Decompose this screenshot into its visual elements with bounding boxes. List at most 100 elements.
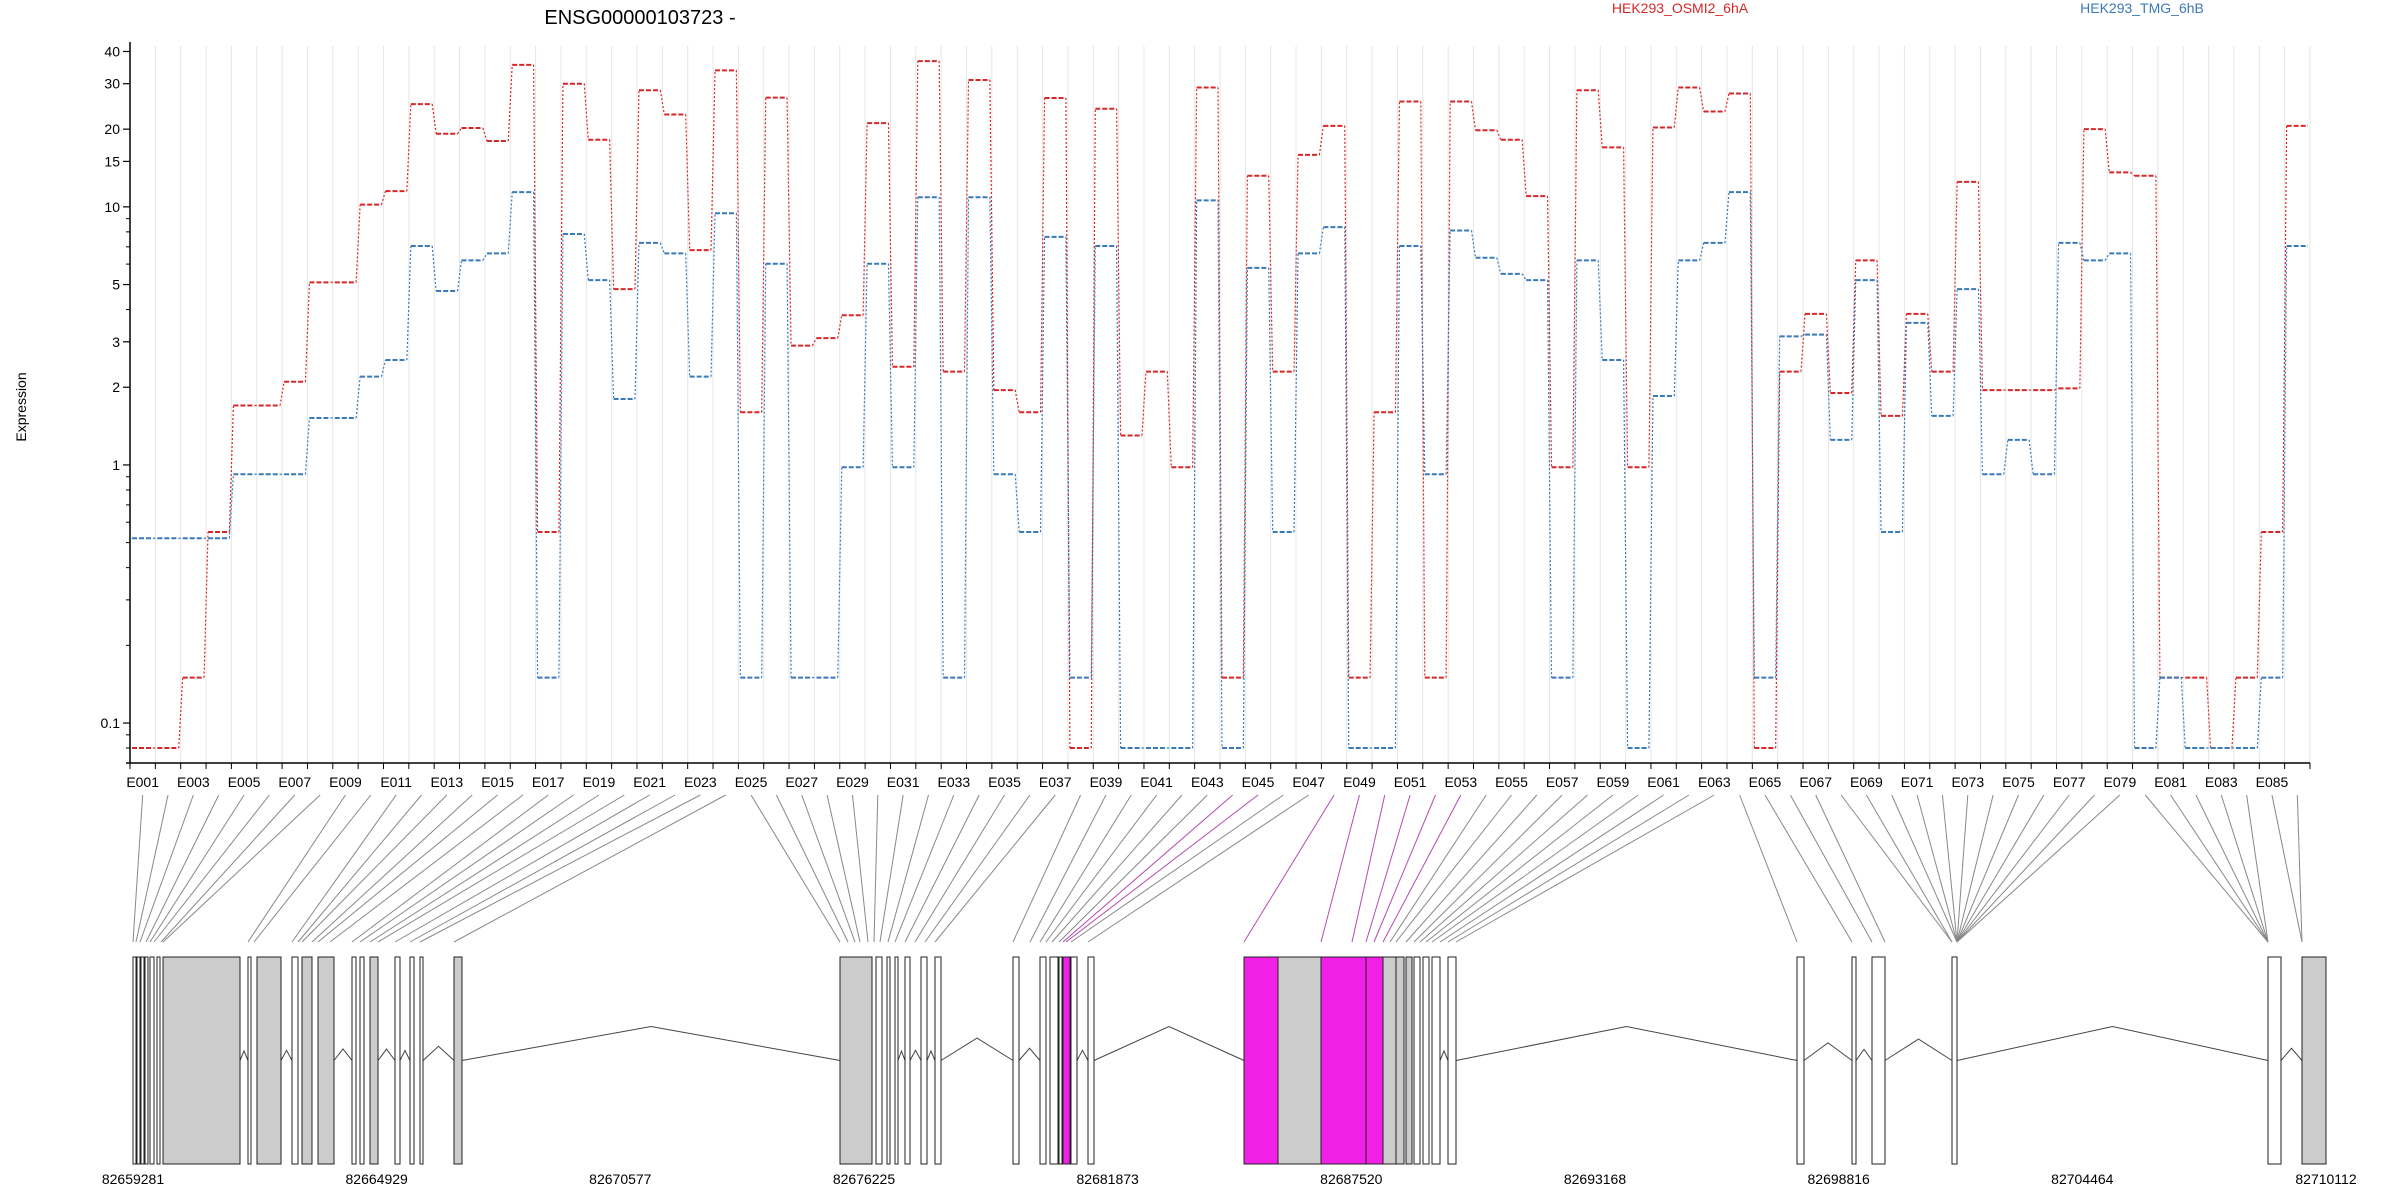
series-connector	[1318, 125, 1324, 155]
legend-series-tmg: HEK293_TMG_6hB	[2080, 0, 2204, 16]
intron-line	[1018, 1047, 1041, 1061]
x-tick-label: E037	[1039, 774, 1072, 790]
x-tick-label: E011	[380, 774, 412, 790]
series-connector	[887, 123, 894, 367]
series-connector	[786, 97, 792, 346]
series-connector	[2104, 253, 2110, 261]
exon-connector	[1419, 794, 1588, 943]
series-connector	[1825, 334, 1831, 440]
exon-block	[2301, 956, 2327, 1165]
exon-block	[1431, 956, 1441, 1165]
series-connector	[1699, 87, 1705, 112]
exon-connector	[1413, 794, 1563, 943]
exon-connector	[2144, 794, 2269, 943]
exon-connector	[1058, 794, 1208, 943]
exon-connector	[132, 794, 144, 943]
x-tick-label: E017	[532, 774, 565, 790]
exon-connector	[1425, 794, 1614, 943]
series-connector	[1268, 175, 1274, 372]
series-connector	[2003, 439, 2009, 475]
series-connector	[1293, 253, 1299, 532]
series-connector	[1876, 260, 1882, 416]
series-connector	[862, 263, 868, 468]
series-connector	[761, 263, 767, 678]
genomic-coordinate-label: 82659281	[102, 1171, 165, 1187]
series-connector	[913, 197, 919, 468]
exon-connector	[879, 794, 904, 943]
exon-block	[894, 956, 899, 1165]
exon-connector	[351, 794, 549, 943]
exon-connector	[359, 794, 574, 943]
exon-connector	[1956, 794, 1994, 943]
exon-connector	[2220, 794, 2269, 943]
exon-connector	[1070, 794, 1284, 943]
series-connector	[2079, 129, 2085, 389]
exon-block	[1087, 956, 1095, 1165]
series-connector	[279, 381, 285, 406]
chart-title: ENSG00000103723 -	[544, 7, 735, 29]
series-connector	[1090, 108, 1096, 749]
series-connector	[1268, 267, 1274, 532]
series-connector	[1927, 313, 1933, 372]
exon-connector	[1739, 794, 1798, 943]
exon-block	[1058, 956, 1063, 1165]
series-connector	[2256, 531, 2262, 678]
exon-connector	[1956, 794, 2070, 943]
x-tick-label: E069	[1850, 774, 1883, 790]
exon-connector	[904, 794, 980, 943]
series-connector	[1977, 181, 1984, 391]
exon-block	[301, 956, 313, 1165]
series-connector	[1597, 260, 1603, 361]
exon-connector	[750, 794, 841, 943]
series-connector	[1065, 236, 1071, 678]
x-tick-label: E071	[1901, 774, 1934, 790]
y-tick-label: 10	[104, 199, 120, 215]
series-connector	[406, 104, 412, 192]
series-connector	[1470, 230, 1477, 258]
x-tick-label: E015	[481, 774, 514, 790]
exon-connector	[135, 794, 169, 943]
series-connector	[482, 253, 488, 261]
series-connector	[1851, 280, 1857, 440]
exon-connector	[1941, 794, 1958, 943]
series-connector	[2129, 253, 2136, 749]
exon-connector	[1405, 794, 1538, 943]
exon-block	[1796, 956, 1805, 1165]
exon-connector	[377, 794, 625, 943]
series-connector	[837, 467, 843, 678]
exon-connectors	[132, 794, 2303, 943]
series-connector	[1014, 474, 1020, 532]
exon-connector	[1365, 794, 1411, 943]
series-connector	[1775, 336, 1781, 678]
exon-connector	[1956, 794, 2095, 943]
series-connector	[1521, 273, 1527, 281]
exon-connector	[1382, 794, 1462, 943]
series-connector	[304, 282, 311, 382]
exon-block	[1851, 956, 1857, 1165]
exon-connector	[1012, 794, 1082, 943]
series-connector	[1800, 313, 1806, 372]
series-connector	[532, 192, 539, 678]
exon-connector	[2170, 794, 2269, 943]
series-connector	[659, 90, 665, 115]
exon-connector	[311, 794, 473, 943]
x-tick-label: E051	[1394, 774, 1427, 790]
exon-connector	[887, 794, 929, 943]
x-tick-label: E083	[2205, 774, 2238, 790]
exon-connector	[775, 794, 849, 943]
x-tick-label: E001	[126, 774, 159, 790]
series-connector	[913, 61, 919, 367]
series-connector	[1572, 260, 1578, 678]
series-lines	[132, 60, 2308, 750]
y-tick-label: 20	[104, 121, 120, 137]
x-tick-label: E067	[1799, 774, 1832, 790]
series-connector	[1648, 127, 1654, 468]
series-connector	[507, 64, 513, 142]
exon-connector	[914, 794, 1005, 943]
exon-connector	[2246, 794, 2269, 943]
series-connector	[1876, 280, 1882, 532]
exon-connector	[1395, 794, 1512, 943]
series-connector	[355, 376, 361, 419]
series-connector	[1775, 371, 1781, 749]
x-tick-label: E085	[2256, 774, 2289, 790]
